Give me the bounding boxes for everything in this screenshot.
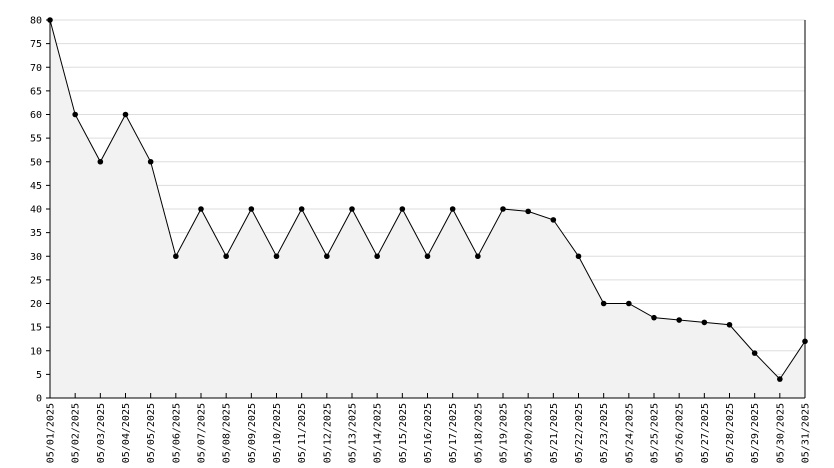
data-point bbox=[349, 206, 355, 212]
y-tick-label: 75 bbox=[30, 39, 42, 50]
y-tick-label: 70 bbox=[30, 63, 42, 74]
x-tick-label: 05/03/2025 bbox=[96, 403, 107, 463]
x-tick-label: 05/04/2025 bbox=[121, 403, 132, 463]
data-point bbox=[173, 253, 179, 260]
data-point bbox=[525, 208, 531, 215]
x-tick-label: 05/16/2025 bbox=[423, 403, 434, 463]
x-tick-label: 05/09/2025 bbox=[247, 403, 258, 463]
data-point bbox=[626, 300, 632, 307]
data-point bbox=[777, 376, 783, 382]
x-tick-label: 05/12/2025 bbox=[322, 403, 333, 463]
x-tick-label: 05/02/2025 bbox=[71, 403, 82, 463]
x-tick-label: 05/08/2025 bbox=[222, 403, 233, 463]
data-point bbox=[600, 300, 607, 307]
x-tick-label: 05/28/2025 bbox=[725, 403, 736, 463]
data-point bbox=[47, 17, 53, 23]
x-tick-label: 05/21/2025 bbox=[549, 403, 560, 463]
data-point bbox=[449, 206, 456, 212]
markers bbox=[47, 17, 808, 382]
data-point bbox=[223, 253, 229, 260]
data-point bbox=[802, 338, 808, 345]
y-tick-label: 25 bbox=[30, 275, 42, 286]
data-point bbox=[72, 111, 78, 118]
data-point bbox=[651, 314, 657, 321]
data-point bbox=[500, 206, 506, 212]
data-point bbox=[374, 253, 380, 260]
y-tick-label: 35 bbox=[30, 228, 42, 239]
y-tick-label: 0 bbox=[36, 394, 42, 405]
data-point bbox=[298, 206, 305, 212]
x-tick-label: 05/20/2025 bbox=[524, 403, 535, 463]
data-point bbox=[701, 319, 708, 326]
x-tick-label: 05/14/2025 bbox=[373, 403, 384, 463]
x-tick-label: 05/01/2025 bbox=[46, 403, 57, 463]
x-tick-label: 05/17/2025 bbox=[448, 403, 459, 463]
data-point bbox=[122, 111, 129, 118]
x-tick-label: 05/18/2025 bbox=[473, 403, 484, 463]
x-tick-label: 05/05/2025 bbox=[146, 403, 157, 463]
x-tick-label: 05/11/2025 bbox=[297, 403, 308, 463]
x-tick-label: 05/22/2025 bbox=[574, 403, 585, 463]
y-tick-label: 10 bbox=[30, 346, 42, 357]
x-tick-label: 05/06/2025 bbox=[171, 403, 182, 463]
y-tick-label: 65 bbox=[30, 86, 42, 97]
x-tick-label: 05/15/2025 bbox=[398, 403, 409, 463]
x-tick-label: 05/13/2025 bbox=[348, 403, 359, 463]
data-point bbox=[198, 206, 204, 212]
y-tick-label: 55 bbox=[30, 134, 42, 145]
data-point bbox=[424, 253, 431, 260]
x-tick-label: 05/27/2025 bbox=[700, 403, 711, 463]
x-tick-label: 05/25/2025 bbox=[650, 403, 661, 463]
data-point bbox=[550, 217, 557, 223]
data-point bbox=[475, 253, 481, 260]
x-tick-label: 05/07/2025 bbox=[197, 403, 208, 463]
y-tick-label: 5 bbox=[36, 370, 42, 381]
data-point bbox=[97, 158, 104, 165]
y-tick-label: 80 bbox=[30, 16, 42, 27]
x-tick-label: 05/26/2025 bbox=[675, 403, 686, 463]
data-point bbox=[147, 158, 154, 165]
y-tick-label: 50 bbox=[30, 157, 42, 168]
data-point bbox=[575, 253, 582, 260]
data-point bbox=[324, 253, 330, 260]
y-tick-label: 60 bbox=[30, 110, 42, 121]
x-tick-label: 05/30/2025 bbox=[775, 403, 786, 463]
axes bbox=[46, 18, 806, 399]
data-point bbox=[676, 317, 682, 323]
x-tick-label: 05/19/2025 bbox=[499, 403, 510, 463]
x-tick-label: 05/31/2025 bbox=[801, 403, 812, 463]
x-tick-label: 05/10/2025 bbox=[272, 403, 283, 463]
data-point bbox=[726, 321, 733, 328]
y-tick-label: 40 bbox=[30, 205, 42, 216]
y-tick-label: 45 bbox=[30, 181, 42, 192]
data-point bbox=[248, 206, 255, 212]
y-tick-label: 20 bbox=[30, 299, 42, 310]
data-point bbox=[399, 206, 406, 212]
data-point bbox=[751, 350, 758, 356]
x-tick-label: 05/29/2025 bbox=[750, 403, 761, 463]
tick-labels: 0 5 10 15 20 25 30 35 40 45 50 55 60 65 70 75 80 05/01/20… bbox=[30, 16, 812, 464]
x-tick-label: 05/24/2025 bbox=[624, 403, 635, 463]
x-tick-label: 05/23/2025 bbox=[599, 403, 610, 463]
y-tick-label: 30 bbox=[30, 252, 42, 263]
data-point bbox=[273, 253, 280, 260]
y-tick-label: 15 bbox=[30, 323, 42, 334]
